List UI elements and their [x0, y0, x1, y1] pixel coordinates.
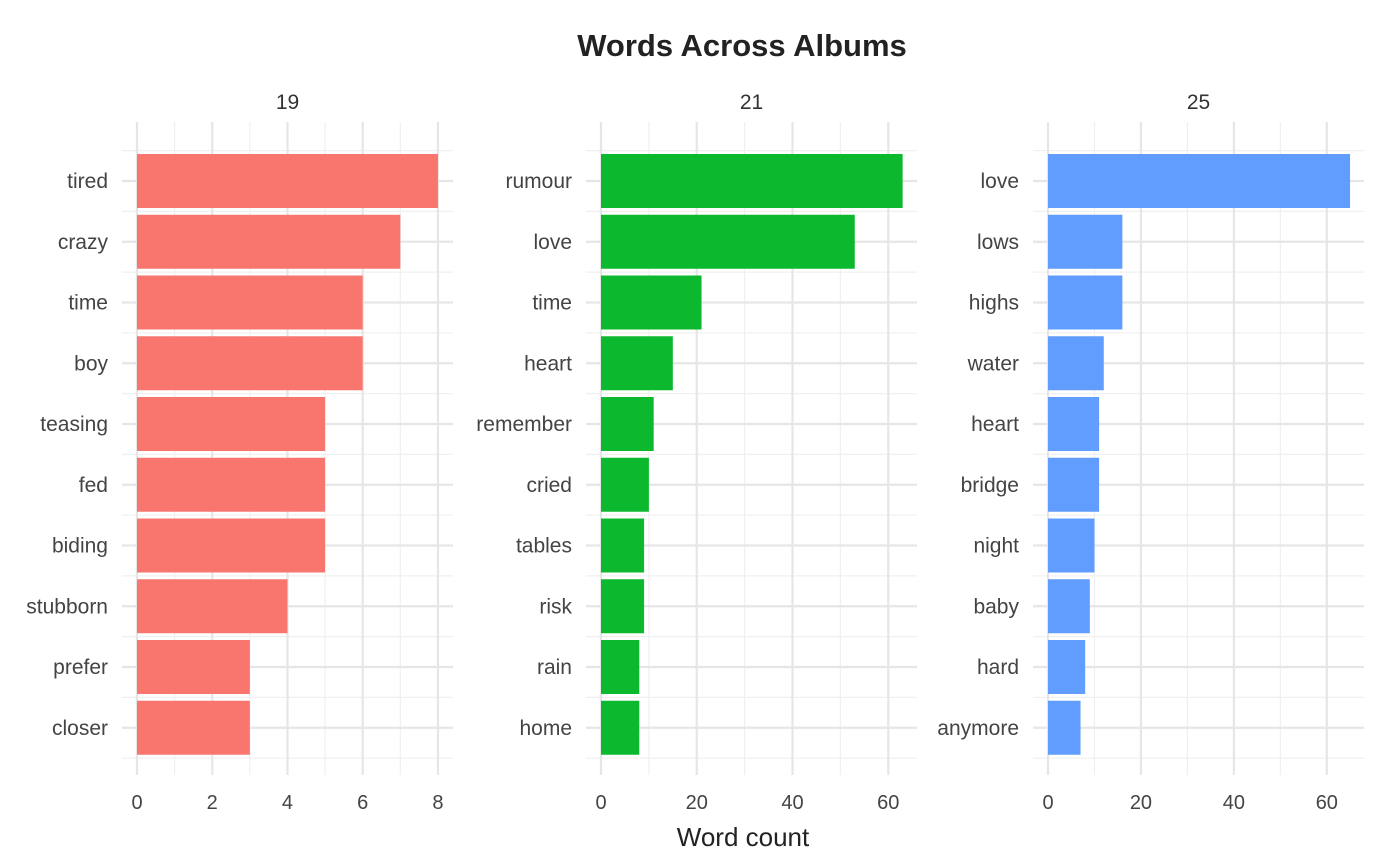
category-label: love: [980, 170, 1019, 193]
category-label: fed: [79, 474, 108, 497]
category-labels: tired crazy time boy teasing fed biding stubbor…: [26, 170, 108, 740]
x-axis-title: Word count: [677, 822, 810, 852]
bar-night: [1048, 518, 1095, 573]
x-tick-label: 40: [781, 792, 803, 814]
category-label: heart: [971, 413, 1019, 436]
bar-love: [601, 214, 855, 269]
bar-love: [1048, 154, 1351, 208]
category-label: time: [68, 292, 108, 315]
facet-label: 19: [276, 91, 299, 114]
x-tick-label: 60: [877, 792, 899, 814]
x-tick-label: 0: [1042, 792, 1053, 814]
facet-panel-21: rumour love time heart remember cried tables ri…: [476, 91, 917, 814]
x-tick-label: 60: [1316, 792, 1338, 814]
category-label: highs: [969, 292, 1019, 315]
bar-water: [1048, 336, 1104, 391]
category-label: time: [532, 292, 572, 315]
bar-time: [601, 275, 702, 330]
facet-label: 21: [740, 91, 763, 114]
category-label: teasing: [40, 413, 108, 436]
category-label: anymore: [937, 717, 1019, 740]
category-label: heart: [524, 352, 572, 375]
bar-highs: [1048, 275, 1123, 330]
category-label: risk: [539, 595, 572, 618]
category-label: hard: [977, 656, 1019, 679]
bars: [601, 154, 903, 755]
category-label: rain: [537, 656, 572, 679]
category-label: baby: [973, 595, 1019, 618]
bar-tables: [601, 518, 645, 573]
x-tick-label: 4: [282, 792, 293, 814]
bar-baby: [1048, 579, 1090, 634]
bar-heart: [1048, 397, 1100, 451]
x-tick-label: 20: [686, 792, 708, 814]
bar-remember: [601, 397, 654, 451]
category-label: rumour: [505, 170, 572, 193]
bar-teasing: [137, 397, 326, 451]
bars: [1048, 154, 1351, 755]
category-label: bridge: [961, 474, 1019, 497]
category-label: tables: [516, 535, 572, 558]
bar-bridge: [1048, 457, 1100, 512]
bar-tired: [137, 154, 438, 208]
x-tick-label: 6: [357, 792, 368, 814]
bar-rain: [601, 640, 640, 694]
category-label: lows: [977, 231, 1019, 254]
bar-rumour: [601, 154, 903, 208]
bars: [137, 154, 438, 755]
x-tick-label: 20: [1130, 792, 1152, 814]
category-label: tired: [67, 170, 108, 193]
category-labels: rumour love time heart remember cried tables ri…: [476, 170, 572, 740]
category-label: biding: [52, 535, 108, 558]
category-label: water: [967, 352, 1019, 375]
category-label: cried: [526, 474, 572, 497]
facets: tired crazy time boy teasing fed biding stubbor…: [26, 91, 1364, 814]
category-label: prefer: [53, 656, 108, 679]
category-label: home: [519, 717, 572, 740]
category-label: closer: [52, 717, 108, 740]
bar-anymore: [1048, 700, 1081, 755]
x-tick-label: 8: [432, 792, 443, 814]
facet-panel-25: love lows highs water heart bridge night baby ha…: [937, 91, 1364, 814]
facet-panel-19: tired crazy time boy teasing fed biding stubbor…: [26, 91, 453, 814]
bar-prefer: [137, 640, 250, 694]
bar-lows: [1048, 214, 1123, 269]
bar-heart: [601, 336, 673, 391]
bar-boy: [137, 336, 363, 391]
facet-label: 25: [1187, 91, 1210, 114]
x-tick-label: 2: [207, 792, 218, 814]
category-label: remember: [476, 413, 572, 436]
bar-stubborn: [137, 579, 288, 634]
x-tick-labels: 0 2 4 6 8: [131, 792, 443, 814]
category-label: boy: [74, 352, 108, 375]
bar-home: [601, 700, 640, 755]
x-tick-label: 40: [1223, 792, 1245, 814]
bar-hard: [1048, 640, 1086, 694]
bar-biding: [137, 518, 326, 573]
bar-fed: [137, 457, 326, 512]
bar-closer: [137, 700, 250, 755]
x-tick-labels: 0 20 40 60: [1042, 792, 1338, 814]
category-label: stubborn: [26, 595, 108, 618]
category-label: love: [533, 231, 572, 254]
category-labels: love lows highs water heart bridge night baby ha…: [937, 170, 1019, 740]
category-label: crazy: [58, 231, 109, 254]
x-tick-label: 0: [595, 792, 606, 814]
bar-risk: [601, 579, 645, 634]
x-tick-labels: 0 20 40 60: [595, 792, 899, 814]
bar-time: [137, 275, 363, 330]
chart-title: Words Across Albums: [577, 28, 907, 63]
category-label: night: [973, 535, 1019, 558]
bar-crazy: [137, 214, 401, 269]
x-tick-label: 0: [131, 792, 142, 814]
bar-cried: [601, 457, 649, 512]
